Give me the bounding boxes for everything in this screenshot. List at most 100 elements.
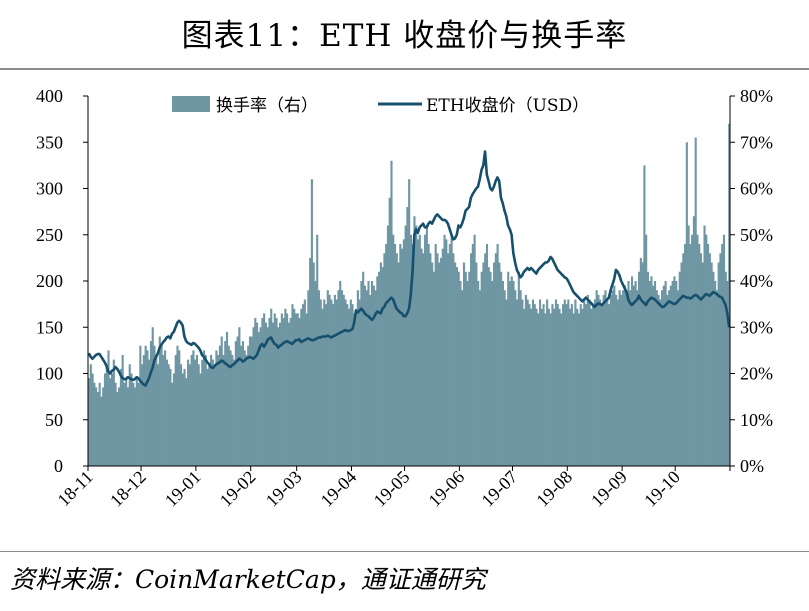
turnover-bar xyxy=(489,271,492,466)
turnover-bar xyxy=(468,271,471,466)
turnover-bar xyxy=(194,359,197,467)
turnover-bar xyxy=(622,290,625,466)
turnover-bar xyxy=(227,345,230,466)
turnover-bar xyxy=(363,285,367,467)
turnover-bar xyxy=(385,244,388,466)
turnover-bar xyxy=(105,364,108,466)
turnover-bar xyxy=(362,271,365,466)
turnover-bar xyxy=(478,290,481,466)
turnover-bar xyxy=(148,359,151,467)
turnover-bar xyxy=(507,271,510,466)
turnover-bar xyxy=(641,262,644,466)
turnover-bar xyxy=(657,294,660,467)
turnover-bar xyxy=(344,299,347,466)
turnover-bar xyxy=(289,318,292,466)
turnover-bar xyxy=(167,364,170,466)
turnover-bar xyxy=(250,336,253,466)
turnover-bar xyxy=(655,290,658,466)
turnover-bar xyxy=(722,234,726,466)
turnover-bar xyxy=(436,253,439,466)
turnover-bar xyxy=(264,322,267,467)
turnover-bar xyxy=(234,341,237,467)
turnover-bar xyxy=(190,355,193,466)
turnover-bar xyxy=(310,179,313,466)
turnover-bar xyxy=(470,253,473,466)
turnover-bar xyxy=(593,299,596,466)
turnover-bar xyxy=(347,308,351,466)
turnover-bar xyxy=(381,267,384,467)
turnover-bar xyxy=(125,378,128,467)
turnover-bar xyxy=(296,313,299,467)
turnover-bar xyxy=(224,341,227,467)
left-tick-label: 100 xyxy=(36,364,63,384)
turnover-bar xyxy=(652,285,655,467)
turnover-bar xyxy=(418,234,421,466)
turnover-bar xyxy=(309,257,312,467)
turnover-bar xyxy=(181,373,184,466)
turnover-bar xyxy=(210,355,213,466)
turnover-bar xyxy=(321,308,324,466)
turnover-bar xyxy=(335,299,338,466)
turnover-bar xyxy=(553,308,556,466)
turnover-bar xyxy=(643,165,646,467)
turnover-bar xyxy=(531,299,535,466)
turnover-bar xyxy=(215,350,218,467)
turnover-bar xyxy=(615,294,618,467)
turnover-bar xyxy=(493,262,496,466)
turnover-bar xyxy=(684,244,687,466)
turnover-bar xyxy=(538,299,542,466)
turnover-bar xyxy=(271,322,275,467)
turnover-bar xyxy=(477,281,480,466)
turnover-bar xyxy=(256,322,259,467)
turnover-bar xyxy=(238,327,241,466)
turnover-bar xyxy=(141,364,144,466)
turnover-bar xyxy=(590,308,593,466)
turnover-bar xyxy=(563,299,566,466)
turnover-bar xyxy=(434,244,437,466)
turnover-bar xyxy=(625,294,628,467)
turnover-bar xyxy=(300,308,303,466)
turnover-bar xyxy=(337,290,340,466)
turnover-bar xyxy=(404,225,407,466)
turnover-bar xyxy=(464,271,467,466)
turnover-bar xyxy=(680,262,683,466)
turnover-bar xyxy=(146,350,149,467)
x-tick-label: 19-10 xyxy=(640,467,684,511)
turnover-bar xyxy=(192,350,195,467)
turnover-bar xyxy=(707,244,710,466)
turnover-bar xyxy=(648,281,651,466)
x-tick-label: 19-09 xyxy=(587,467,631,511)
turnover-bar xyxy=(669,285,672,467)
turnover-bar xyxy=(701,262,704,466)
turnover-bar xyxy=(721,244,724,466)
turnover-bar xyxy=(155,355,158,466)
turnover-bar xyxy=(595,290,598,466)
turnover-bar xyxy=(600,304,604,467)
right-tick-label: 40% xyxy=(740,271,773,291)
turnover-bar xyxy=(664,281,667,466)
turnover-bar xyxy=(450,234,453,466)
turnover-bar xyxy=(202,350,206,467)
turnover-bar xyxy=(270,308,273,466)
turnover-bar xyxy=(616,299,619,466)
turnover-bar xyxy=(218,345,221,466)
turnover-bar xyxy=(475,262,478,466)
turnover-bar xyxy=(183,368,186,467)
turnover-bar xyxy=(268,318,271,466)
turnover-bar xyxy=(139,345,142,466)
turnover-bar xyxy=(445,239,448,466)
turnover-bar xyxy=(119,368,122,467)
turnover-bar xyxy=(533,304,536,467)
right-tick-label: 10% xyxy=(740,410,773,430)
right-tick-label: 50% xyxy=(740,225,773,245)
turnover-bar xyxy=(187,359,190,467)
turnover-bar xyxy=(188,364,191,466)
turnover-bar xyxy=(282,318,285,466)
turnover-bar xyxy=(429,253,432,466)
turnover-bar xyxy=(291,304,294,467)
turnover-bar xyxy=(632,285,635,467)
turnover-bar xyxy=(668,290,671,466)
turnover-bar xyxy=(455,267,458,467)
turnover-bar xyxy=(397,262,400,466)
turnover-bar xyxy=(542,304,545,467)
